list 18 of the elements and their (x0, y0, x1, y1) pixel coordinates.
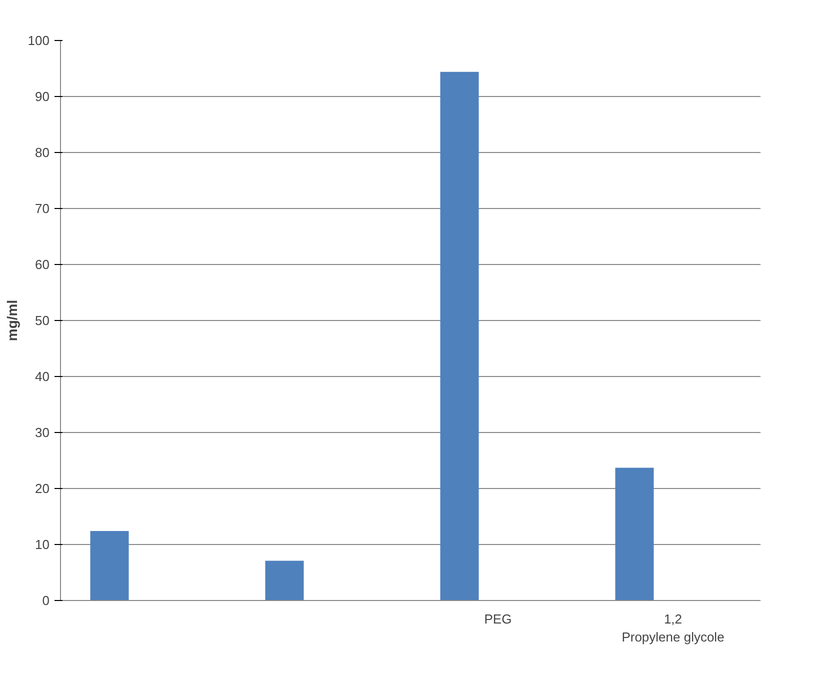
y-tick-label: 10 (35, 537, 50, 552)
bar (440, 72, 479, 600)
y-tick-label: 90 (35, 89, 50, 104)
y-tick-label: 60 (35, 257, 50, 272)
x-tick-label: PEG (484, 612, 512, 626)
y-tick-label: 40 (35, 369, 50, 384)
x-tick-label: 1,2 Propylene glycole (622, 612, 724, 644)
y-tick-label: 0 (42, 593, 50, 608)
y-tick-label: 20 (35, 481, 50, 496)
bar (615, 468, 654, 600)
y-axis-title: mg/ml (4, 300, 20, 342)
y-tick-label: 50 (35, 313, 50, 328)
bar (90, 531, 129, 600)
y-tick-label: 80 (35, 145, 50, 160)
y-tick-label: 70 (35, 201, 50, 216)
bar (265, 560, 304, 600)
y-tick-label: 30 (35, 425, 50, 440)
y-tick-label: 100 (28, 33, 50, 48)
